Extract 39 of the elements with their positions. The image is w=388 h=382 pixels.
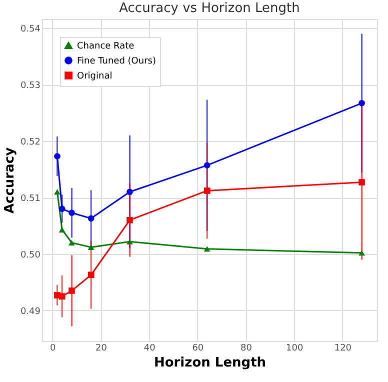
point: [58, 226, 66, 232]
legend-label: Original: [77, 72, 112, 82]
point: [126, 238, 133, 244]
legend-label: Chance Rate: [77, 42, 135, 52]
point: [54, 189, 60, 195]
y-tick-label: 0.49: [20, 306, 41, 317]
point: [88, 244, 94, 250]
y-tick-label: 0.52: [20, 138, 40, 148]
point: [88, 215, 94, 222]
point: [358, 100, 365, 106]
point: [358, 250, 365, 256]
x-tick-label: 100: [286, 344, 304, 354]
point: [204, 246, 210, 252]
x-tick-label: 60: [192, 344, 204, 354]
chart-title: Accuracy vs Horizon Length: [119, 1, 300, 16]
x-tick-label: 0: [50, 344, 56, 354]
point: [358, 179, 365, 186]
y-tick-label: 0.54: [20, 24, 41, 35]
legend-label: Fine Tuned (Ours): [77, 56, 156, 66]
point: [68, 210, 75, 216]
point: [58, 293, 66, 300]
x-tick-label: 20: [96, 344, 108, 354]
point: [204, 162, 210, 168]
point: [68, 240, 75, 246]
point: [58, 206, 66, 212]
point: [204, 188, 210, 194]
x-tick-label: 120: [334, 344, 352, 354]
y-tick-label: 0.50: [20, 250, 41, 261]
x-axis-title: Horizon Length: [154, 356, 266, 370]
point: [88, 272, 94, 278]
point: [68, 288, 75, 294]
x-tick-label: 80: [240, 344, 252, 354]
point: [54, 153, 60, 160]
y-axis-title: Accuracy: [2, 146, 18, 214]
point: [126, 216, 133, 224]
point: [126, 188, 133, 196]
y-tick-label: 0.51: [20, 194, 40, 204]
y-tick-label: 0.53: [20, 81, 40, 92]
x-tick-label: 40: [144, 344, 156, 354]
